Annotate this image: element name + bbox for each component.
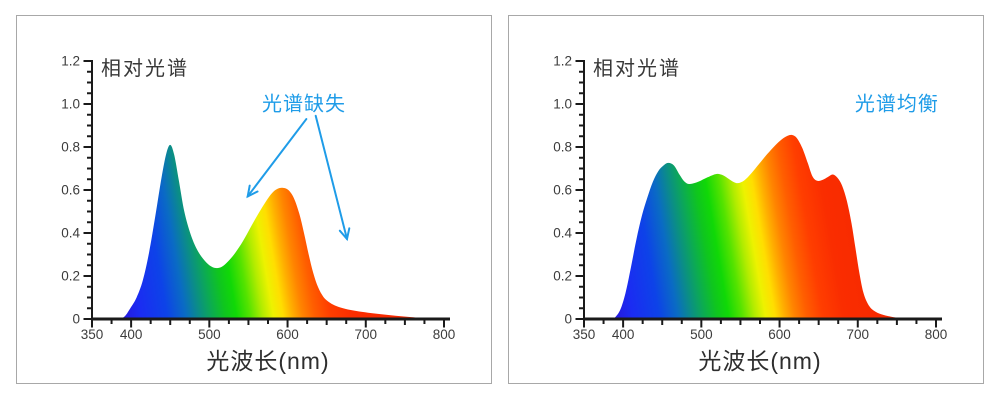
annotation-spectrum-missing: 光谱缺失 bbox=[261, 93, 346, 116]
led-spectrum-panel: 350 400 500 600 700 800 0 0.2 0.4 0.6 0.8 1.0 1.2 相对… bbox=[16, 15, 492, 384]
full-spectrum-chart: 350 400 500 600 700 800 0 0.2 0.4 0.6 0.8 1.0 1.2 bbox=[553, 54, 948, 343]
svg-text:0.8: 0.8 bbox=[61, 140, 80, 155]
svg-text:800: 800 bbox=[925, 327, 948, 342]
x-axis-title: 光波长(nm) bbox=[698, 348, 822, 374]
led-spectrum-chart: 350 400 500 600 700 800 0 0.2 0.4 0.6 0.8 1.0 1.2 bbox=[61, 54, 456, 343]
svg-text:500: 500 bbox=[198, 327, 221, 342]
chart-title: 相对光谱 bbox=[101, 58, 189, 80]
x-axis-title: 光波长(nm) bbox=[206, 348, 330, 374]
annotation-spectrum-balanced: 光谱均衡 bbox=[854, 93, 939, 116]
svg-text:0.2: 0.2 bbox=[553, 269, 572, 284]
svg-text:700: 700 bbox=[355, 327, 378, 342]
svg-text:400: 400 bbox=[120, 327, 143, 342]
svg-text:0.4: 0.4 bbox=[61, 226, 80, 241]
svg-text:600: 600 bbox=[276, 327, 299, 342]
svg-text:0.6: 0.6 bbox=[61, 183, 80, 198]
svg-text:0: 0 bbox=[564, 312, 572, 327]
svg-text:500: 500 bbox=[690, 327, 713, 342]
svg-text:350: 350 bbox=[573, 327, 596, 342]
svg-text:400: 400 bbox=[612, 327, 635, 342]
svg-text:0.6: 0.6 bbox=[553, 183, 572, 198]
svg-text:0.4: 0.4 bbox=[553, 226, 572, 241]
full-spectrum-panel: 350 400 500 600 700 800 0 0.2 0.4 0.6 0.8 1.0 1.2 相对… bbox=[508, 15, 984, 384]
svg-text:1.2: 1.2 bbox=[553, 54, 572, 69]
svg-text:1.0: 1.0 bbox=[61, 97, 80, 112]
svg-text:800: 800 bbox=[433, 327, 456, 342]
svg-text:0: 0 bbox=[72, 312, 80, 327]
svg-text:350: 350 bbox=[81, 327, 104, 342]
svg-text:700: 700 bbox=[847, 327, 870, 342]
svg-text:1.0: 1.0 bbox=[553, 97, 572, 112]
svg-text:0.2: 0.2 bbox=[61, 269, 80, 284]
svg-text:600: 600 bbox=[768, 327, 791, 342]
svg-text:1.2: 1.2 bbox=[61, 54, 80, 69]
svg-text:0.8: 0.8 bbox=[553, 140, 572, 155]
chart-title: 相对光谱 bbox=[593, 58, 681, 80]
